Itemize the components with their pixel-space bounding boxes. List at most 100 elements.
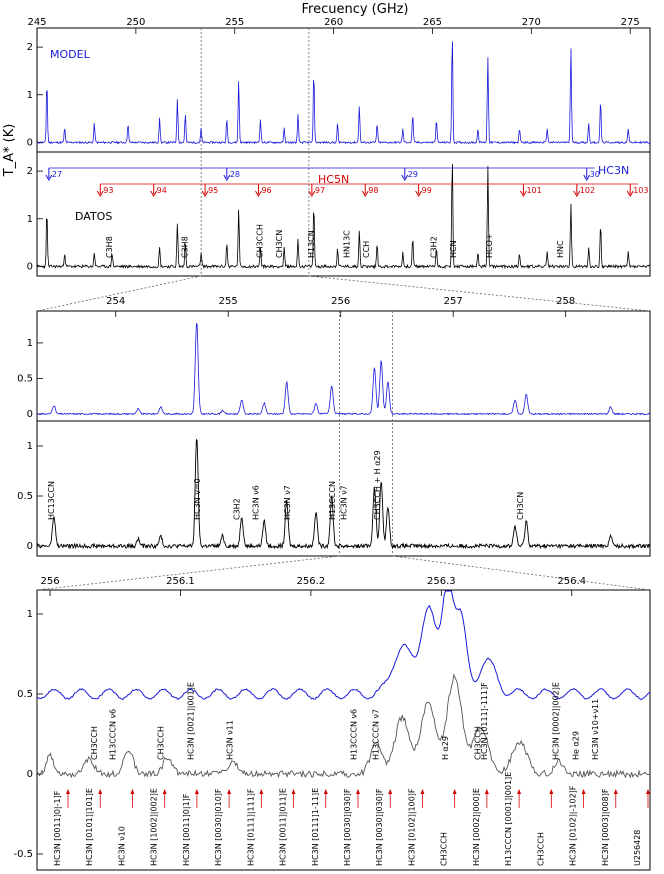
- series-number: 98: [368, 186, 378, 195]
- top-observed-spectrum: [36, 163, 651, 270]
- hc3n-series-label: HC3N: [598, 164, 629, 177]
- middle-model-spectrum: [36, 323, 651, 416]
- line-label: C3H8: [180, 236, 189, 258]
- x-tick-label: 254: [106, 296, 125, 307]
- x-tick-label: 256.2: [297, 576, 326, 587]
- series-number: 99: [422, 186, 432, 195]
- transition-label: HC3N ν10: [117, 826, 126, 866]
- panel-middle-model-frame: [36, 310, 651, 422]
- series-arrow: [96, 190, 104, 197]
- series-number: 102: [580, 186, 595, 195]
- series-arrow: [45, 174, 53, 181]
- transition-label: U256428: [633, 830, 642, 866]
- series-number: 101: [526, 186, 541, 195]
- y-tick-label: 1: [27, 609, 33, 620]
- y-tick-label: 0: [27, 769, 33, 780]
- zoom-guides: [36, 28, 651, 591]
- line-label: C3H2: [429, 236, 438, 258]
- series-arrow: [223, 174, 231, 181]
- y-tick-label: 0.5: [17, 491, 33, 502]
- transition-label: HC3N [0101]|101]E: [85, 788, 94, 866]
- series-arrow: [255, 190, 262, 197]
- y-tick-label: 0.5: [17, 689, 33, 700]
- transition-label: CH3CCH: [536, 832, 545, 866]
- transition-arrow-head: [388, 789, 393, 794]
- bottom-transition-labels: HC3N [0011]0|-1]F HC3N [0101]|101]E HC3N ν…: [53, 772, 650, 866]
- transition-label: HC3N [0002]|000]E: [472, 788, 481, 866]
- y-tick-label: 0: [27, 541, 33, 552]
- transition-arrow-head: [259, 789, 264, 794]
- transition-arrow-head: [291, 789, 296, 794]
- series-number: 94: [157, 186, 167, 195]
- y-tick-label: 1: [27, 338, 33, 349]
- series-markers: 27 28 29 30 93 94 95 96 97 98 99 101 102 103: [45, 167, 649, 197]
- transition-arrow-head: [227, 789, 232, 794]
- y-axis-title: T_A* (K): [2, 124, 17, 178]
- series-number: 95: [208, 186, 218, 195]
- y-tick-label: 1: [27, 90, 33, 101]
- line-label: HCO+: [485, 233, 494, 258]
- line-label: C3H2: [232, 498, 241, 520]
- transition-arrow-head: [98, 789, 103, 794]
- series-arrow: [583, 174, 591, 181]
- line-label: HC3N v=0: [193, 478, 202, 520]
- series-number: 30: [590, 170, 600, 179]
- x-tick-label: 255: [225, 17, 244, 28]
- transition-arrow-head: [162, 789, 167, 794]
- series-arrow: [401, 174, 409, 181]
- line-label: CH3CCH + H α29: [373, 450, 382, 520]
- transition-arrow-head: [356, 789, 360, 794]
- series-number: 29: [408, 170, 418, 179]
- x-tick-label: 256.3: [427, 576, 456, 587]
- x-tick-label: 260: [324, 17, 343, 28]
- transition-arrow-head: [581, 789, 586, 794]
- transition-label: HC3N [0030]|030]F: [375, 788, 384, 866]
- y-tick-label: 0: [27, 137, 33, 148]
- transition-label: HC3N [0111]1-11]E: [311, 788, 320, 866]
- transition-arrow-head: [194, 789, 199, 794]
- y-tick-label: -0.5: [13, 849, 33, 860]
- y-tick-label: 2: [27, 42, 33, 53]
- transition-arrow-head: [66, 789, 70, 794]
- series-arrow: [415, 190, 423, 197]
- x-tick-label: 255: [219, 296, 238, 307]
- transition-label: HC3N [0030]|010]F: [214, 788, 223, 866]
- line-label: HC13CCN: [47, 481, 56, 520]
- line-label: CH3CN: [516, 492, 525, 520]
- datos-label: DATOS: [75, 210, 112, 223]
- bottom-observed-spectrum: [36, 673, 651, 779]
- line-label: CH3CCH: [90, 726, 99, 760]
- line-label: HNC: [556, 240, 565, 258]
- series-number: 103: [633, 186, 648, 195]
- line-label: C3H8: [105, 236, 114, 258]
- y-tick-label: 0.5: [17, 373, 33, 384]
- series-number: 27: [52, 170, 62, 179]
- line-label: H α29: [441, 736, 450, 760]
- zoom-connector: [308, 275, 651, 312]
- series-arrow: [626, 190, 634, 197]
- line-label: H13CCCN ν7: [372, 709, 381, 760]
- x-tick-label: 256.1: [166, 576, 195, 587]
- series-arrow: [361, 190, 369, 197]
- y-tick-label: 1: [27, 441, 33, 452]
- series-number: 96: [261, 186, 271, 195]
- panel-bottom-frame: [36, 589, 651, 871]
- model-label: MODEL: [50, 48, 91, 61]
- transition-label: HC3N [0011]0|-1]F: [53, 790, 62, 866]
- line-label: H13CN: [307, 230, 316, 258]
- line-labels: C3H8 C3H8 CH3CCH CH3CN H13CN HN13C CCH C3H2 HCN H…: [47, 224, 600, 760]
- panel-top-observed-frame: [36, 151, 651, 277]
- x-tick-label: 256: [331, 296, 350, 307]
- line-label: CH3CCH: [255, 224, 264, 258]
- transition-label: HC3N [0111]|111]F: [246, 788, 255, 866]
- line-label: H13CCCN ν6: [350, 709, 359, 760]
- line-label: HC3N ν6: [252, 485, 261, 520]
- y-tick-label: 2: [27, 166, 33, 177]
- x-tick-label: 257: [444, 296, 463, 307]
- line-label: He α29: [571, 731, 580, 760]
- panel-middle-observed-frame: [36, 420, 651, 557]
- transition-arrow-head: [452, 789, 457, 794]
- transition-label: HC3N [1002]|002]E: [150, 788, 159, 866]
- line-label: HC3N [0002]|002]E: [552, 682, 561, 760]
- line-label: CH3CCH: [473, 726, 482, 760]
